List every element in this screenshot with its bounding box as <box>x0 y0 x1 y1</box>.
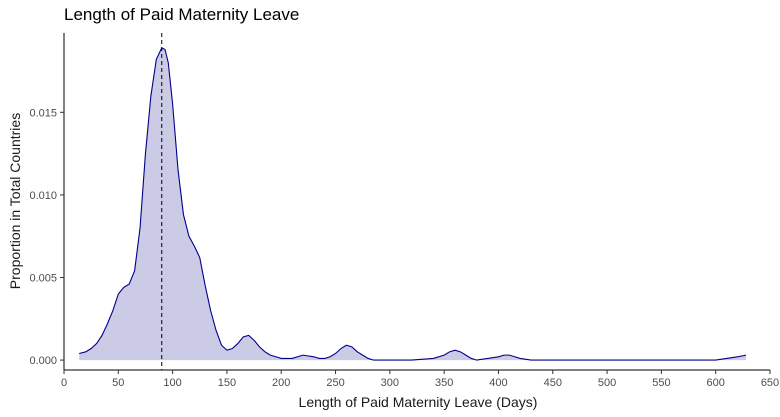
x-tick-label: 250 <box>326 377 344 389</box>
x-tick-label: 400 <box>489 377 507 389</box>
x-tick-label: 200 <box>272 377 290 389</box>
y-tick-label: 0.010 <box>29 190 57 202</box>
x-tick-label: 550 <box>652 377 670 389</box>
x-tick-label: 50 <box>112 377 124 389</box>
x-tick-label: 500 <box>598 377 616 389</box>
x-tick-label: 600 <box>707 377 725 389</box>
x-tick-label: 0 <box>61 377 67 389</box>
y-tick-label: 0.005 <box>29 272 57 284</box>
x-ticks: 0 50 100 150 200 250 300 350 400 450 500 550 600 650 <box>61 370 779 389</box>
density-area <box>79 47 747 361</box>
y-tick-label: 0.015 <box>29 107 57 119</box>
x-tick-label: 100 <box>163 377 181 389</box>
chart-title: Length of Paid Maternity Leave <box>64 5 300 24</box>
y-ticks: 0.000 0.005 0.010 0.015 <box>29 107 64 367</box>
x-tick-label: 350 <box>435 377 453 389</box>
x-tick-label: 300 <box>381 377 399 389</box>
x-tick-label: 650 <box>761 377 779 389</box>
y-tick-label: 0.000 <box>29 355 57 367</box>
x-tick-label: 450 <box>544 377 562 389</box>
density-curve <box>79 47 747 361</box>
x-axis-label: Length of Paid Maternity Leave (Days) <box>298 394 538 410</box>
x-tick-label: 150 <box>218 377 236 389</box>
